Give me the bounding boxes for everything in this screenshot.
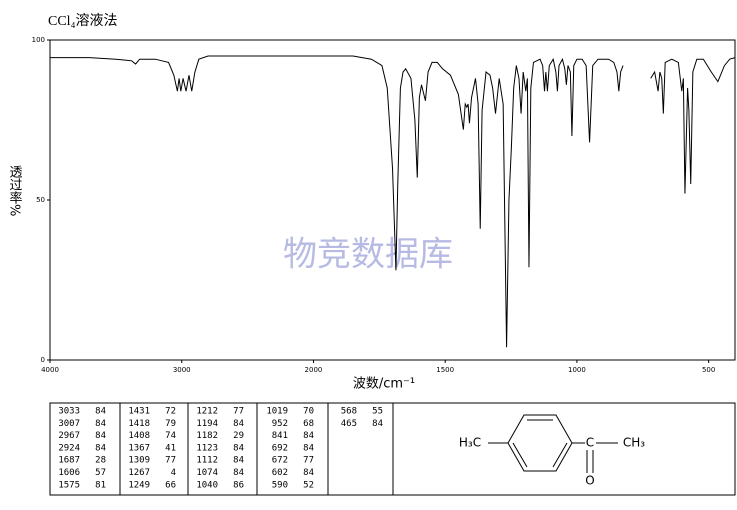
peak-wavenumber: 1123 <box>196 443 218 453</box>
x-tick-label: 500 <box>702 366 715 374</box>
x-tick-label: 1500 <box>436 366 454 374</box>
chart-title: CCl₄溶液法 <box>48 13 117 29</box>
peak-wavenumber: 602 <box>272 468 288 478</box>
peak-transmittance: 81 <box>95 480 106 490</box>
spectrum-line <box>50 55 736 348</box>
peak-transmittance: 84 <box>372 419 383 429</box>
peak-wavenumber: 1431 <box>128 407 150 417</box>
x-axis-label: 波数/cm⁻¹ <box>353 377 415 392</box>
plot-frame <box>49 39 736 361</box>
y-tick-label: 0 <box>41 356 45 364</box>
peak-transmittance: 86 <box>233 480 244 490</box>
peak-transmittance: 74 <box>165 431 176 441</box>
peak-transmittance: 84 <box>95 407 106 417</box>
peak-wavenumber: 1040 <box>196 480 218 490</box>
y-tick-label: 100 <box>32 36 45 44</box>
peak-wavenumber: 672 <box>272 456 288 466</box>
peak-wavenumber: 1212 <box>196 407 218 417</box>
peak-wavenumber: 1575 <box>58 480 80 490</box>
peak-wavenumber: 1249 <box>128 480 150 490</box>
structure-label: O <box>585 474 594 488</box>
peak-wavenumber: 2967 <box>58 431 80 441</box>
peak-wavenumber: 1019 <box>266 407 288 417</box>
peak-wavenumber: 1418 <box>128 419 150 429</box>
peak-wavenumber: 841 <box>272 431 288 441</box>
peak-transmittance: 77 <box>303 456 314 466</box>
peak-transmittance: 77 <box>233 407 244 417</box>
watermark: 物竞数据库 <box>283 235 453 275</box>
peak-wavenumber: 465 <box>341 419 357 429</box>
peak-wavenumber: 3033 <box>58 407 80 417</box>
peak-transmittance: 70 <box>303 407 314 417</box>
peak-wavenumber: 1408 <box>128 431 150 441</box>
peak-wavenumber: 692 <box>272 443 288 453</box>
peak-transmittance: 68 <box>303 419 314 429</box>
peak-transmittance: 84 <box>303 468 314 478</box>
peak-wavenumber: 1112 <box>196 456 218 466</box>
peak-wavenumber: 1194 <box>196 419 218 429</box>
structure-label: C <box>586 436 594 450</box>
x-tick-label: 2000 <box>305 366 323 374</box>
peak-transmittance: 84 <box>95 431 106 441</box>
x-tick-label: 4000 <box>41 366 59 374</box>
peak-transmittance: 84 <box>233 419 244 429</box>
peak-transmittance: 52 <box>303 480 314 490</box>
peak-transmittance: 4 <box>171 468 176 478</box>
peak-transmittance: 84 <box>95 443 106 453</box>
peak-transmittance: 55 <box>372 407 383 417</box>
peak-wavenumber: 1182 <box>196 431 218 441</box>
peak-wavenumber: 1606 <box>58 468 80 478</box>
peak-wavenumber: 2924 <box>58 443 80 453</box>
peak-wavenumber: 1687 <box>58 456 80 466</box>
peak-wavenumber: 1074 <box>196 468 218 478</box>
x-tick-label: 1000 <box>568 366 586 374</box>
peak-transmittance: 84 <box>303 431 314 441</box>
peak-transmittance: 79 <box>165 419 176 429</box>
peak-transmittance: 84 <box>233 468 244 478</box>
peak-transmittance: 84 <box>233 456 244 466</box>
structure-label: CH₃ <box>623 436 645 450</box>
y-axis-label: 透过率% <box>7 165 23 216</box>
structure-bonds <box>488 414 618 473</box>
peak-wavenumber: 952 <box>272 419 288 429</box>
y-tick-label: 50 <box>36 196 45 204</box>
peak-transmittance: 57 <box>95 468 106 478</box>
peak-wavenumber: 1267 <box>128 468 150 478</box>
peak-transmittance: 72 <box>165 407 176 417</box>
peak-transmittance: 41 <box>165 443 176 453</box>
peak-wavenumber: 1309 <box>128 456 150 466</box>
peak-transmittance: 29 <box>233 431 244 441</box>
peak-transmittance: 66 <box>165 480 176 490</box>
x-tick-label: 3000 <box>173 366 191 374</box>
peak-wavenumber: 568 <box>341 407 357 417</box>
structure-label: H₃C <box>459 436 481 450</box>
peak-transmittance: 28 <box>95 456 106 466</box>
peak-wavenumber: 3007 <box>58 419 80 429</box>
peak-wavenumber: 1367 <box>128 443 150 453</box>
peak-transmittance: 84 <box>95 419 106 429</box>
peak-transmittance: 84 <box>233 443 244 453</box>
peak-transmittance: 84 <box>303 443 314 453</box>
peak-transmittance: 77 <box>165 456 176 466</box>
peak-wavenumber: 590 <box>272 480 288 490</box>
